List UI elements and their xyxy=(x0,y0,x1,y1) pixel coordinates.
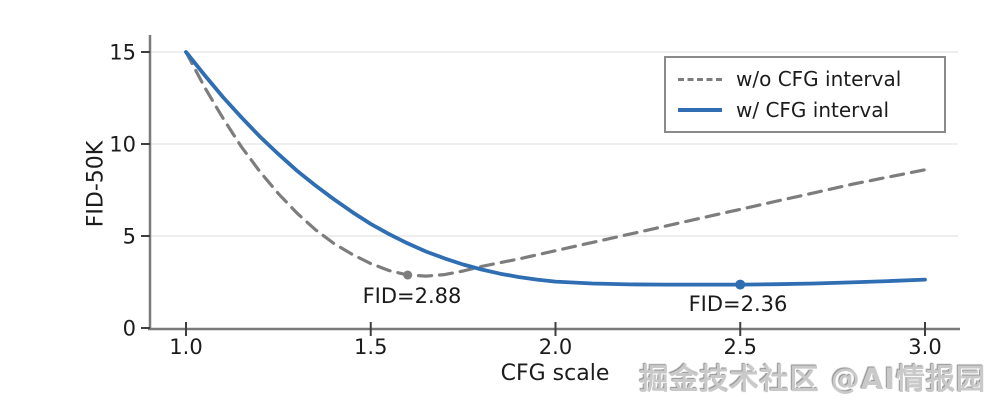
y-tick-label: 5 xyxy=(123,225,136,249)
min-fid-marker xyxy=(735,279,746,290)
series-line-wo-cfg-interval xyxy=(184,50,927,278)
x-tick-label: 2.0 xyxy=(539,335,572,359)
watermark: 掘金技术社区 @AI情报园 xyxy=(639,362,986,396)
legend: w/o CFG interval w/ CFG interval xyxy=(664,56,946,133)
annotation-fid-236: FID=2.36 xyxy=(688,292,788,316)
min-fid-marker xyxy=(403,270,413,280)
legend-label-w-cfg-interval: w/ CFG interval xyxy=(736,98,890,122)
x-tick-label: 3.0 xyxy=(908,335,941,359)
x-tick-label: 1.0 xyxy=(169,335,202,359)
legend-item-wo-cfg-interval: w/o CFG interval xyxy=(678,67,938,91)
legend-item-w-cfg-interval: w/ CFG interval xyxy=(678,98,938,122)
y-axis-label: FID-50K xyxy=(83,140,109,228)
y-tick-label: 10 xyxy=(109,133,136,157)
y-tick-label: 15 xyxy=(109,41,136,65)
dashed-line-sample-icon xyxy=(678,77,722,81)
x-tick-label: 1.5 xyxy=(354,335,387,359)
solid-line-sample-icon xyxy=(678,108,722,112)
x-axis-label: CFG scale xyxy=(500,361,610,386)
y-tick-label: 0 xyxy=(123,317,136,341)
annotation-fid-288: FID=2.88 xyxy=(362,284,462,308)
legend-label-wo-cfg-interval: w/o CFG interval xyxy=(736,67,902,91)
x-tick-label: 2.5 xyxy=(724,335,757,359)
